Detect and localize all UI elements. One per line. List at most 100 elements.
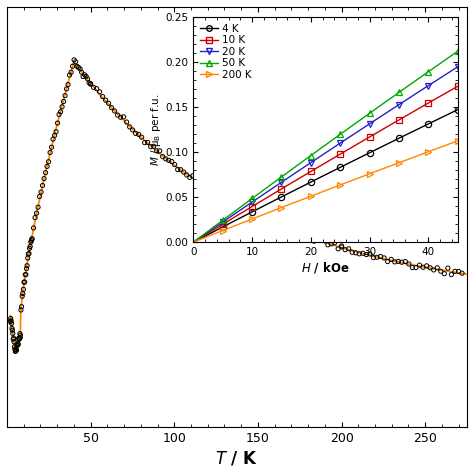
Point	[126, 123, 134, 131]
Point	[183, 171, 191, 179]
Point	[108, 104, 115, 111]
Point	[69, 63, 76, 70]
Point	[314, 235, 321, 243]
Point	[174, 166, 182, 173]
Point	[49, 136, 57, 143]
Point	[147, 143, 155, 150]
Point	[28, 235, 36, 243]
Point	[36, 193, 43, 201]
Point	[324, 241, 332, 248]
Point	[96, 88, 103, 96]
Point	[231, 201, 239, 208]
Point	[409, 264, 416, 272]
Point	[7, 317, 15, 325]
Point	[40, 175, 48, 182]
Point	[120, 113, 128, 121]
Point	[76, 65, 84, 73]
Point	[225, 197, 232, 205]
Point	[162, 155, 170, 163]
Point	[211, 188, 219, 196]
Point	[221, 196, 228, 203]
Point	[73, 63, 81, 70]
Point	[341, 246, 349, 254]
Point	[15, 335, 22, 342]
Point	[43, 163, 51, 170]
Point	[426, 264, 434, 272]
Point	[204, 185, 211, 192]
Point	[39, 182, 46, 189]
Point	[387, 255, 395, 263]
Point	[394, 257, 402, 265]
Point	[11, 346, 18, 353]
Point	[58, 103, 66, 110]
Point	[70, 56, 78, 64]
Point	[18, 292, 26, 300]
Point	[440, 270, 448, 277]
Point	[345, 245, 353, 253]
Point	[266, 219, 273, 227]
Point	[138, 133, 146, 141]
Point	[37, 188, 45, 196]
Point	[117, 113, 124, 121]
Point	[7, 318, 14, 325]
Point	[300, 230, 308, 238]
Point	[123, 118, 130, 126]
Point	[129, 126, 137, 134]
Point	[105, 100, 112, 107]
Point	[33, 210, 40, 217]
Point	[60, 98, 67, 105]
Point	[61, 92, 69, 100]
Point	[207, 186, 215, 193]
Point	[338, 243, 346, 251]
Point	[359, 249, 366, 257]
Point	[195, 180, 202, 188]
Point	[377, 253, 384, 260]
Point	[444, 264, 452, 272]
Point	[102, 96, 109, 104]
Point	[20, 278, 28, 286]
Point	[19, 285, 27, 293]
Point	[13, 342, 21, 349]
Point	[48, 144, 55, 151]
Point	[81, 71, 88, 79]
Point	[419, 264, 427, 271]
Point	[201, 182, 209, 190]
Point	[269, 221, 277, 228]
Point	[293, 231, 301, 239]
Point	[156, 147, 164, 155]
Point	[114, 111, 121, 119]
Point	[46, 149, 54, 156]
Point	[9, 335, 17, 343]
Point	[23, 262, 31, 270]
Point	[159, 153, 166, 160]
Point	[78, 68, 85, 76]
Point	[9, 327, 16, 334]
Point	[63, 85, 70, 93]
Point	[189, 172, 197, 180]
Point	[144, 139, 152, 146]
Point	[363, 251, 370, 258]
Point	[21, 271, 29, 278]
Point	[17, 306, 25, 314]
Point	[12, 347, 19, 355]
Point	[153, 147, 161, 155]
Point	[248, 212, 256, 220]
Point	[66, 71, 73, 79]
Point	[42, 169, 49, 176]
Point	[171, 161, 179, 168]
Point	[458, 269, 466, 277]
Point	[84, 75, 91, 83]
Point	[235, 204, 242, 212]
Point	[398, 258, 406, 266]
Point	[433, 264, 441, 272]
Point	[16, 335, 23, 342]
Point	[255, 214, 263, 221]
Point	[141, 139, 148, 146]
Point	[93, 85, 100, 92]
Point	[45, 158, 52, 165]
Point	[198, 180, 206, 187]
Point	[22, 271, 30, 278]
Point	[370, 254, 377, 262]
Point	[348, 248, 356, 256]
Point	[373, 254, 381, 261]
